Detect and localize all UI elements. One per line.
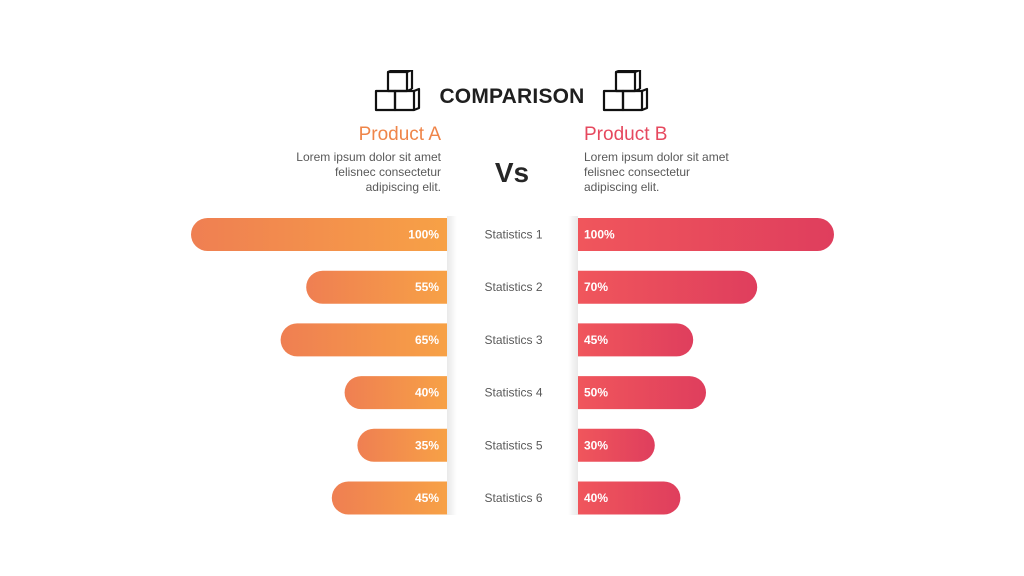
product-a-bar: [357, 428, 447, 462]
product-b-value-label: 50%: [584, 386, 608, 400]
category-label: Statistics 4: [484, 386, 542, 400]
product-a-value-label: 65%: [415, 333, 439, 347]
product-b-title: Product B: [584, 124, 668, 145]
product-a-value-label: 100%: [408, 228, 439, 242]
product-a-bar: [306, 270, 447, 304]
product-b-description: Lorem ipsum dolor sit amet felisnec cons…: [584, 150, 784, 195]
product-a-bar: [280, 323, 447, 357]
product-a-value-label: 55%: [415, 280, 439, 294]
product-a-bar: [331, 481, 447, 515]
product-a-desc-line: adipiscing elit.: [365, 180, 441, 194]
product-b-bar: [578, 376, 706, 410]
product-b-value-label: 40%: [584, 491, 608, 505]
category-label: Statistics 2: [484, 280, 542, 294]
vs-label: Vs: [494, 157, 530, 188]
product-b-value-label: 100%: [584, 228, 615, 242]
product-b-bar: [578, 323, 694, 357]
category-label: Statistics 1: [484, 228, 542, 242]
center-divider-left: [447, 216, 457, 515]
cubes-icon: [602, 70, 650, 116]
product-a-title: Product A: [358, 124, 441, 145]
product-a-value-label: 35%: [415, 438, 439, 452]
page-title: COMPARISON: [439, 85, 585, 108]
category-label: Statistics 6: [484, 491, 542, 505]
product-b-desc-line: adipiscing elit.: [584, 180, 660, 194]
product-a-bar: [191, 218, 447, 251]
product-a-desc-line: felisnec consectetur: [334, 165, 441, 179]
product-b-bar: [578, 270, 758, 304]
product-a-value-label: 40%: [415, 386, 439, 400]
product-b-desc-line: felisnec consectetur: [584, 165, 691, 179]
category-label: Statistics 5: [484, 438, 542, 452]
center-divider-right: [568, 216, 578, 515]
product-a-desc-line: Lorem ipsum dolor sit amet: [296, 150, 441, 164]
product-b-value-label: 45%: [584, 333, 608, 347]
product-b-bar: [578, 428, 655, 462]
product-b-value-label: 70%: [584, 280, 608, 294]
category-label: Statistics 3: [484, 333, 542, 347]
product-a-description: Lorem ipsum dolor sit amet felisnec cons…: [241, 150, 441, 195]
product-b-value-label: 30%: [584, 438, 608, 452]
product-b-desc-line: Lorem ipsum dolor sit amet: [584, 150, 729, 164]
product-a-value-label: 45%: [415, 491, 439, 505]
cubes-icon: [374, 70, 422, 116]
product-b-bar: [578, 218, 834, 251]
product-a-bar: [344, 376, 447, 410]
product-b-bar: [578, 481, 681, 515]
